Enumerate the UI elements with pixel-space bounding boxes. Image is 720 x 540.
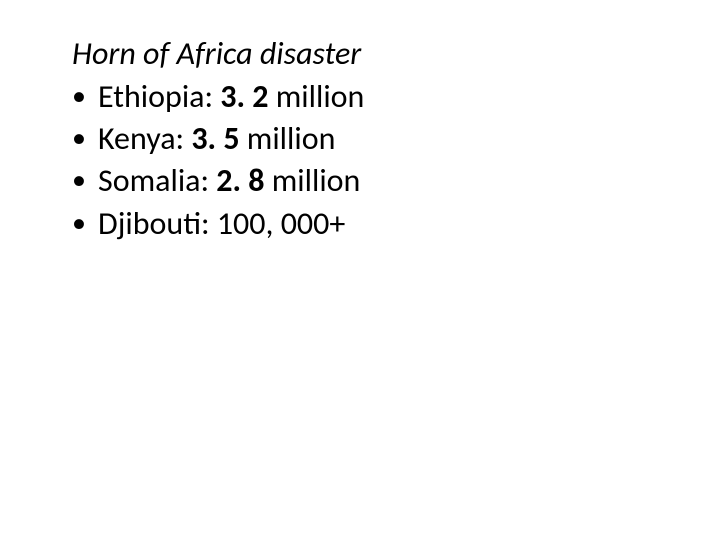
item-sep: : bbox=[204, 77, 220, 116]
list-item: Djibouti: 100, 000+ bbox=[72, 203, 720, 245]
item-unit: million bbox=[272, 161, 361, 200]
item-space bbox=[265, 161, 272, 200]
item-unit: million bbox=[247, 119, 336, 158]
item-sep: : bbox=[176, 119, 192, 158]
slide-title: Horn of Africa disaster bbox=[72, 34, 720, 74]
list-item: Somalia: 2. 8 million bbox=[72, 160, 720, 202]
item-value: 3. 5 bbox=[191, 119, 239, 158]
item-value: 100, 000+ bbox=[217, 204, 345, 243]
item-label: Kenya bbox=[98, 119, 176, 158]
list-item: Ethiopia: 3. 2 million bbox=[72, 76, 720, 118]
item-label: Ethiopia bbox=[98, 77, 204, 116]
item-label: Somalia bbox=[98, 161, 200, 200]
item-space bbox=[240, 119, 247, 158]
item-sep: : bbox=[201, 204, 217, 243]
item-sep: : bbox=[200, 161, 216, 200]
item-value: 3. 2 bbox=[220, 77, 268, 116]
slide: Horn of Africa disaster Ethiopia: 3. 2 m… bbox=[0, 0, 720, 540]
item-space bbox=[269, 77, 276, 116]
item-value: 2. 8 bbox=[216, 161, 264, 200]
item-label: Djibouti bbox=[98, 204, 201, 243]
bullet-list: Ethiopia: 3. 2 million Kenya: 3. 5 milli… bbox=[72, 76, 720, 245]
list-item: Kenya: 3. 5 million bbox=[72, 118, 720, 160]
item-unit: million bbox=[276, 77, 365, 116]
